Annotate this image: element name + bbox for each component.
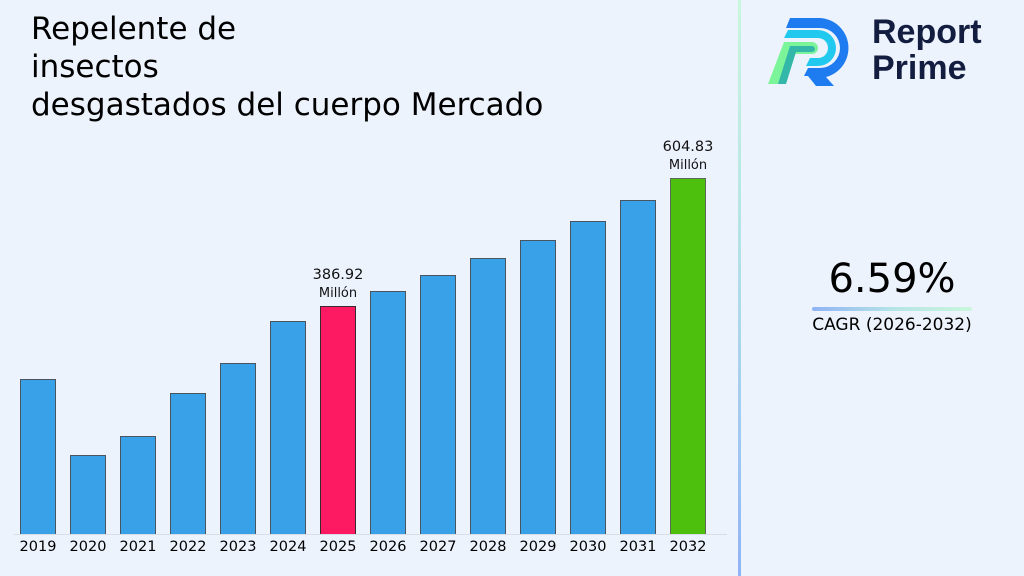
bar-2024 (270, 321, 306, 534)
report-prime-logo: Report Prime (768, 14, 1008, 90)
annotation-value: 604.83 (662, 139, 714, 155)
x-tick-label: 2019 (19, 539, 57, 555)
bar-2031 (620, 200, 656, 534)
x-tick-label: 2029 (519, 539, 557, 555)
bar-2026 (370, 291, 406, 534)
x-tick-label: 2025 (319, 539, 357, 555)
bar-2023 (220, 363, 256, 534)
x-tick-label: 2026 (369, 539, 407, 555)
cagr-summary: 6.59% CAGR (2026-2032) (760, 255, 1024, 336)
brand-name-line-1: Report (872, 13, 982, 51)
x-tick-label: 2021 (119, 539, 157, 555)
brand-name-line-2: Prime (872, 49, 967, 87)
x-tick-label: 2020 (69, 539, 107, 555)
x-axis-baseline (14, 534, 727, 535)
bar-value-annotation-2025: 386.92 Millón (293, 266, 383, 302)
bar-2025 (320, 306, 356, 534)
annotation-unit: Millón (668, 158, 708, 173)
chart-title-line-1: Repelente de (31, 11, 237, 47)
annotation-value: 386.92 (312, 267, 364, 283)
panel-divider (738, 0, 741, 576)
bar-2029 (520, 240, 556, 534)
x-tick-label: 2032 (669, 539, 707, 555)
bar-2021 (120, 436, 156, 534)
x-tick-label: 2028 (469, 539, 507, 555)
x-tick-label: 2027 (419, 539, 457, 555)
bar-2028 (470, 258, 506, 534)
report-prime-logo-icon (768, 18, 849, 86)
bar-2030 (570, 221, 606, 534)
cagr-label: CAGR (2026-2032) (812, 315, 972, 335)
brand-name: Report Prime (872, 14, 982, 86)
x-tick-label: 2022 (169, 539, 207, 555)
x-tick-label: 2031 (619, 539, 657, 555)
bar-2032 (670, 178, 706, 534)
bar-2022 (170, 393, 206, 534)
chart-title-line-3: desgastados del cuerpo Mercado (31, 87, 544, 123)
bar-chart-plot-area: 2019 2020 2021 2022 2023 2024 2025 386.92 Millón… (14, 138, 733, 555)
chart-title-line-2: insectos (31, 49, 159, 85)
chart-title: Repelente de insectos desgastados del cu… (31, 10, 543, 124)
x-tick-label: 2023 (219, 539, 257, 555)
cagr-value: 6.59% (828, 256, 956, 302)
bar-2027 (420, 275, 456, 534)
bar-2019 (20, 379, 56, 534)
cagr-underline (812, 307, 972, 311)
bar-2020 (70, 455, 106, 534)
x-tick-label: 2030 (569, 539, 607, 555)
annotation-unit: Millón (318, 286, 358, 301)
x-tick-label: 2024 (269, 539, 307, 555)
bar-value-annotation-2032: 604.83 Millón (643, 138, 733, 174)
